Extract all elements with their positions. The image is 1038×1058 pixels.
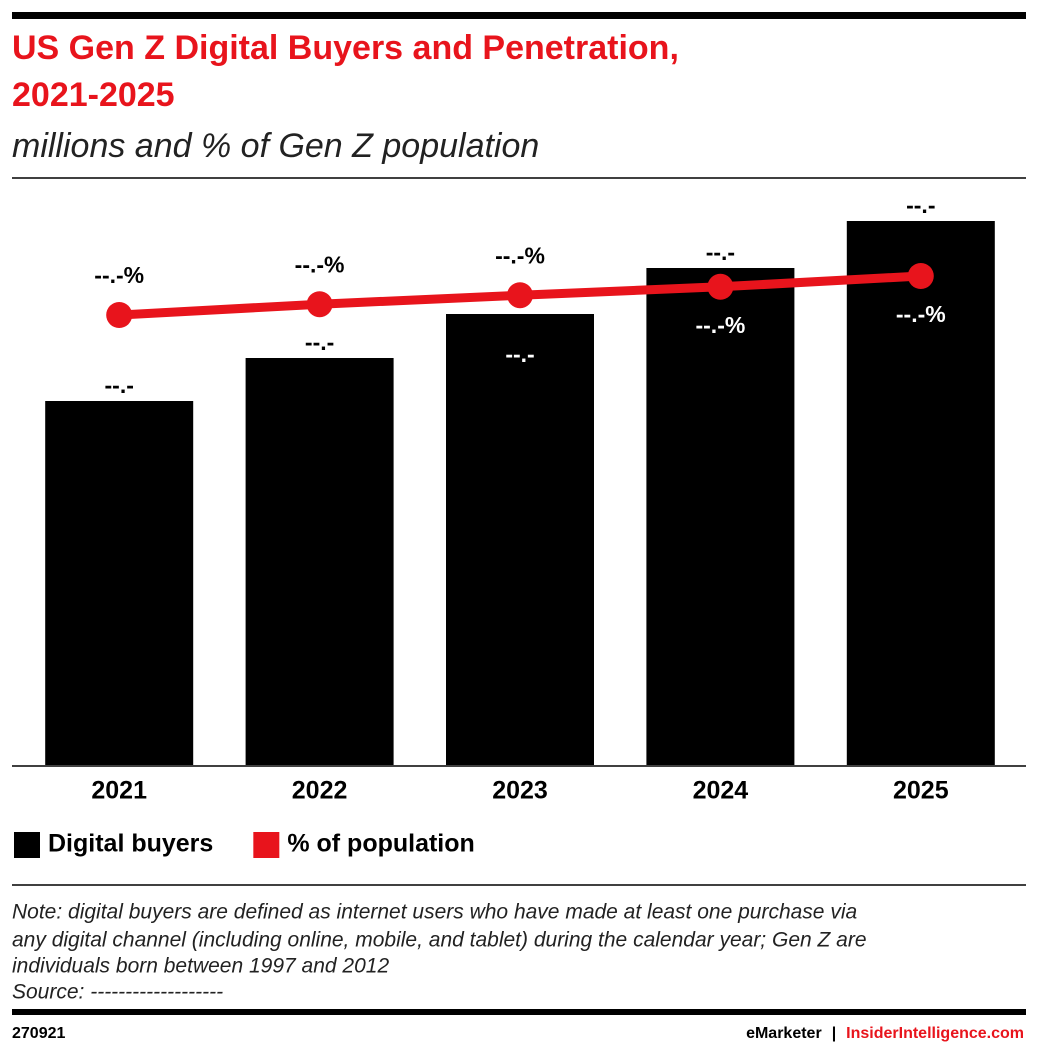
chart-title: US Gen Z Digital Buyers and Penetration, — [12, 29, 679, 67]
chart-id: 270921 — [12, 1025, 65, 1042]
bar — [646, 268, 795, 765]
chart-title: 2021-2025 — [12, 76, 175, 114]
x-tick-label: 2021 — [91, 777, 147, 805]
bar — [245, 358, 394, 765]
data-label: --.-% — [896, 301, 946, 327]
legend-swatch — [253, 832, 280, 858]
legend-label: Digital buyers — [48, 830, 213, 858]
data-label: --.-% — [695, 312, 745, 338]
data-label: --.- — [505, 341, 534, 367]
note: any digital channel (including online, m… — [12, 929, 867, 952]
legend-label: % of population — [287, 830, 474, 858]
site: InsiderIntelligence.com — [846, 1025, 1024, 1042]
bottom-rule — [12, 1009, 1026, 1015]
legend: Digital buyers % of population — [14, 830, 475, 858]
separator: | — [832, 1025, 836, 1042]
x-tick-label: 2024 — [693, 777, 749, 805]
line-point — [106, 302, 133, 328]
footer-brand: eMarketer | InsiderIntelligence.com — [746, 1025, 1024, 1042]
bar — [446, 314, 594, 765]
x-tick-label: 2022 — [292, 777, 348, 805]
note: individuals born between 1997 and 2012 — [12, 955, 389, 978]
line-point — [907, 263, 934, 289]
line-point — [507, 282, 533, 309]
data-label: --.- — [105, 372, 134, 398]
line-point — [707, 273, 734, 300]
data-label: --.- — [706, 239, 735, 265]
data-label: --.-% — [295, 251, 345, 277]
chart-subtitle: millions and % of Gen Z population — [12, 127, 539, 165]
bar — [846, 221, 995, 765]
x-tick-label: 2023 — [492, 777, 548, 805]
data-label: --.-% — [495, 242, 545, 268]
legend-swatch — [14, 832, 40, 858]
source: Source: ------------------- — [12, 981, 223, 1004]
data-label: --.-% — [94, 262, 144, 288]
note: Note: digital buyers are defined as inte… — [12, 901, 857, 924]
plot: --.- --.- --.- --.- --.- --.-% --.-% --.-% --.-%… — [45, 192, 995, 765]
brand: eMarketer — [746, 1025, 822, 1042]
data-label: --.- — [906, 192, 935, 218]
data-label: --.- — [305, 329, 334, 355]
line-point — [306, 291, 333, 318]
top-rule — [12, 12, 1026, 19]
x-tick-label: 2025 — [893, 777, 949, 805]
bar — [45, 401, 194, 765]
